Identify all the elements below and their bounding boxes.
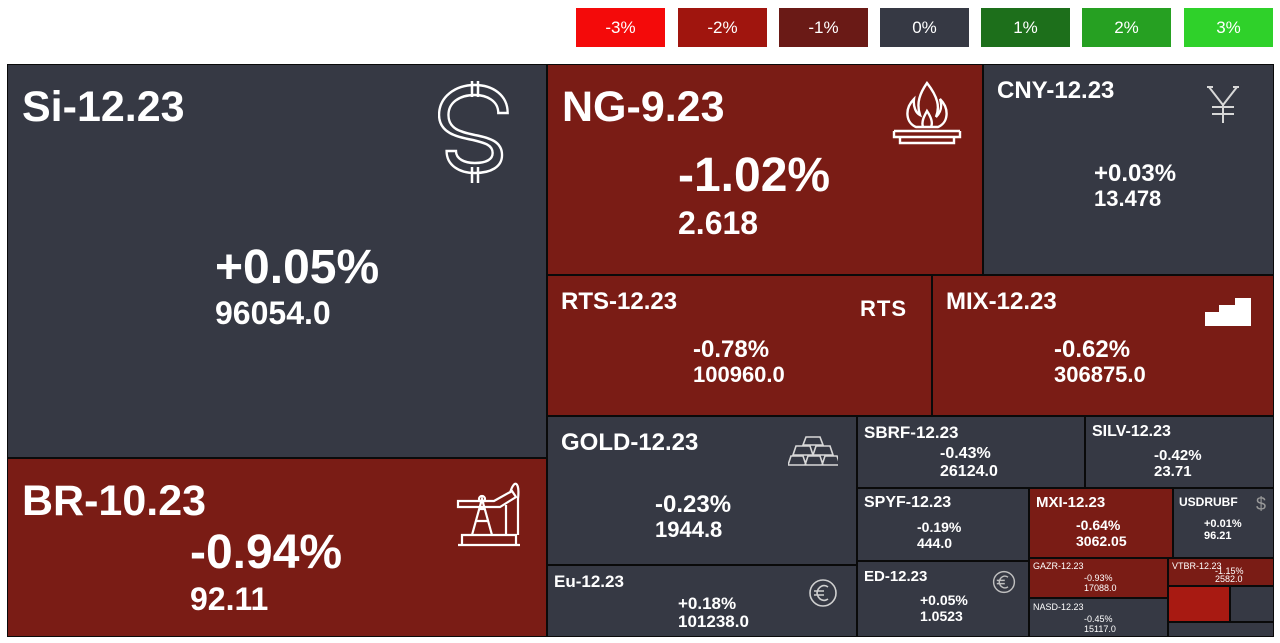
tile-change: -0.94% <box>190 526 343 579</box>
tile-change: +0.18% <box>678 594 737 613</box>
tile-price: 100960.0 <box>693 362 785 387</box>
tile-change: +0.05% <box>215 241 380 294</box>
tile-price: 23.71 <box>1154 463 1192 480</box>
tile-price: 92.11 <box>190 581 269 617</box>
tile-usdrubf[interactable]: USDRUBF $ +0.01% 96.21 <box>1173 488 1274 558</box>
tile-eu[interactable]: Eu-12.23 +0.18% 101238.0 <box>547 565 857 637</box>
tile-change: +0.01% <box>1204 518 1242 530</box>
tile-change: -0.62% <box>1054 336 1131 363</box>
tile-change: -0.93% <box>1084 573 1113 583</box>
tile-change: -1.15% <box>1215 566 1244 576</box>
tile-br[interactable]: BR-10.23 -0.94% 92.11 <box>7 458 547 637</box>
tile-small-gray[interactable] <box>1230 586 1274 622</box>
tile-gold[interactable]: GOLD-12.23 -0.23% 1944.8 <box>547 416 857 565</box>
tile-ticker: VTBR-12.23 <box>1172 561 1222 571</box>
tile-small-gray-bottom[interactable] <box>1168 622 1274 637</box>
tile-ticker: CNY-12.23 <box>997 77 1115 104</box>
tile-ticker: RTS-12.23 <box>561 288 678 315</box>
gas-flame-icon <box>890 79 964 145</box>
tile-change: -0.78% <box>693 336 770 363</box>
euro-icon <box>808 578 838 608</box>
tile-spyf[interactable]: SPYF-12.23 -0.19% 444.0 <box>857 488 1029 561</box>
tile-mix[interactable]: MIX-12.23 -0.62% 306875.0 <box>932 275 1274 416</box>
tile-price: 3062.05 <box>1076 533 1127 549</box>
legend-item-plus-2[interactable]: 2% <box>1082 8 1171 47</box>
tile-price: 96054.0 <box>215 295 331 331</box>
legend-item-plus-3[interactable]: 3% <box>1184 8 1273 47</box>
tile-ticker: MIX-12.23 <box>946 288 1057 315</box>
gold-bars-icon <box>788 435 838 467</box>
tile-change: -1.02% <box>678 149 831 202</box>
tile-change: -0.19% <box>917 519 962 535</box>
tile-change: +0.03% <box>1094 160 1177 187</box>
tile-price: 13.478 <box>1094 186 1162 211</box>
heatmap: Si-12.23 +0.05% 96054.0 BR-10.23 -0.94% … <box>7 64 1274 637</box>
tile-silv[interactable]: SILV-12.23 -0.42% 23.71 <box>1085 416 1274 488</box>
tile-ticker: SPYF-12.23 <box>864 494 952 511</box>
rts-logo: RTS <box>860 296 907 321</box>
tile-change: -0.42% <box>1154 447 1202 464</box>
tile-gazr[interactable]: GAZR-12.23 -0.93% 17088.0 <box>1029 558 1168 598</box>
tile-change: -0.45% <box>1084 614 1113 624</box>
tile-change: -0.64% <box>1076 517 1121 533</box>
legend-item-plus-1[interactable]: 1% <box>981 8 1070 47</box>
tile-ticker: ED-12.23 <box>864 568 928 585</box>
tile-rts[interactable]: RTS-12.23 RTS -0.78% 100960.0 <box>547 275 932 416</box>
legend-item-minus-1[interactable]: -1% <box>779 8 868 47</box>
tile-si[interactable]: Si-12.23 +0.05% 96054.0 <box>7 64 547 458</box>
tile-ticker: BR-10.23 <box>22 477 207 525</box>
bars-icon <box>1205 298 1251 326</box>
tile-price: 101238.0 <box>678 612 749 631</box>
tile-change: +0.05% <box>920 592 968 608</box>
tile-price: 1944.8 <box>655 517 723 542</box>
euro-icon <box>992 570 1016 594</box>
legend-item-minus-3[interactable]: -3% <box>576 8 665 47</box>
tile-ticker: GAZR-12.23 <box>1033 561 1084 571</box>
tile-ticker: NASD-12.23 <box>1033 602 1084 612</box>
tile-price: 2.618 <box>678 205 759 241</box>
tile-price: 306875.0 <box>1054 362 1146 387</box>
tile-ticker: Eu-12.23 <box>554 572 624 591</box>
legend-item-zero[interactable]: 0% <box>880 8 969 47</box>
tile-ticker: SILV-12.23 <box>1092 423 1171 440</box>
tile-price: 2582.0 <box>1215 574 1243 584</box>
tile-price: 444.0 <box>917 535 953 551</box>
legend-item-minus-2[interactable]: -2% <box>678 8 767 47</box>
tile-ticker: SBRF-12.23 <box>864 423 959 442</box>
tile-mxi[interactable]: MXI-12.23 -0.64% 3062.05 <box>1029 488 1173 558</box>
tile-price: 17088.0 <box>1084 583 1117 593</box>
tile-cny[interactable]: CNY-12.23 +0.03% 13.478 <box>983 64 1274 275</box>
tile-ticker: MXI-12.23 <box>1036 494 1106 511</box>
tile-price: 96.21 <box>1204 530 1232 542</box>
dollar-icon <box>438 79 510 185</box>
tile-ticker: Si-12.23 <box>22 83 185 131</box>
tile-vtbr[interactable]: VTBR-12.23 -1.15% 2582.0 <box>1168 558 1274 586</box>
tile-ticker: GOLD-12.23 <box>561 429 699 456</box>
tile-ticker: USDRUBF <box>1179 495 1238 509</box>
dollar-icon: $ <box>1256 494 1267 514</box>
tile-ed[interactable]: ED-12.23 +0.05% 1.0523 <box>857 561 1029 637</box>
tile-small-red[interactable] <box>1168 586 1230 622</box>
oil-pump-icon <box>454 469 524 547</box>
tile-change: -0.43% <box>940 445 991 462</box>
tile-ticker: NG-9.23 <box>562 83 725 131</box>
tile-price: 1.0523 <box>920 608 963 624</box>
tile-change: -0.23% <box>655 491 732 518</box>
tile-nasd[interactable]: NASD-12.23 -0.45% 15117.0 <box>1029 598 1168 637</box>
tile-price: 15117.0 <box>1084 624 1116 634</box>
yuan-icon <box>1206 85 1240 125</box>
tile-sbrf[interactable]: SBRF-12.23 -0.43% 26124.0 <box>857 416 1085 488</box>
tile-price: 26124.0 <box>940 463 998 480</box>
tile-ng[interactable]: NG-9.23 -1.02% 2.618 <box>547 64 983 275</box>
